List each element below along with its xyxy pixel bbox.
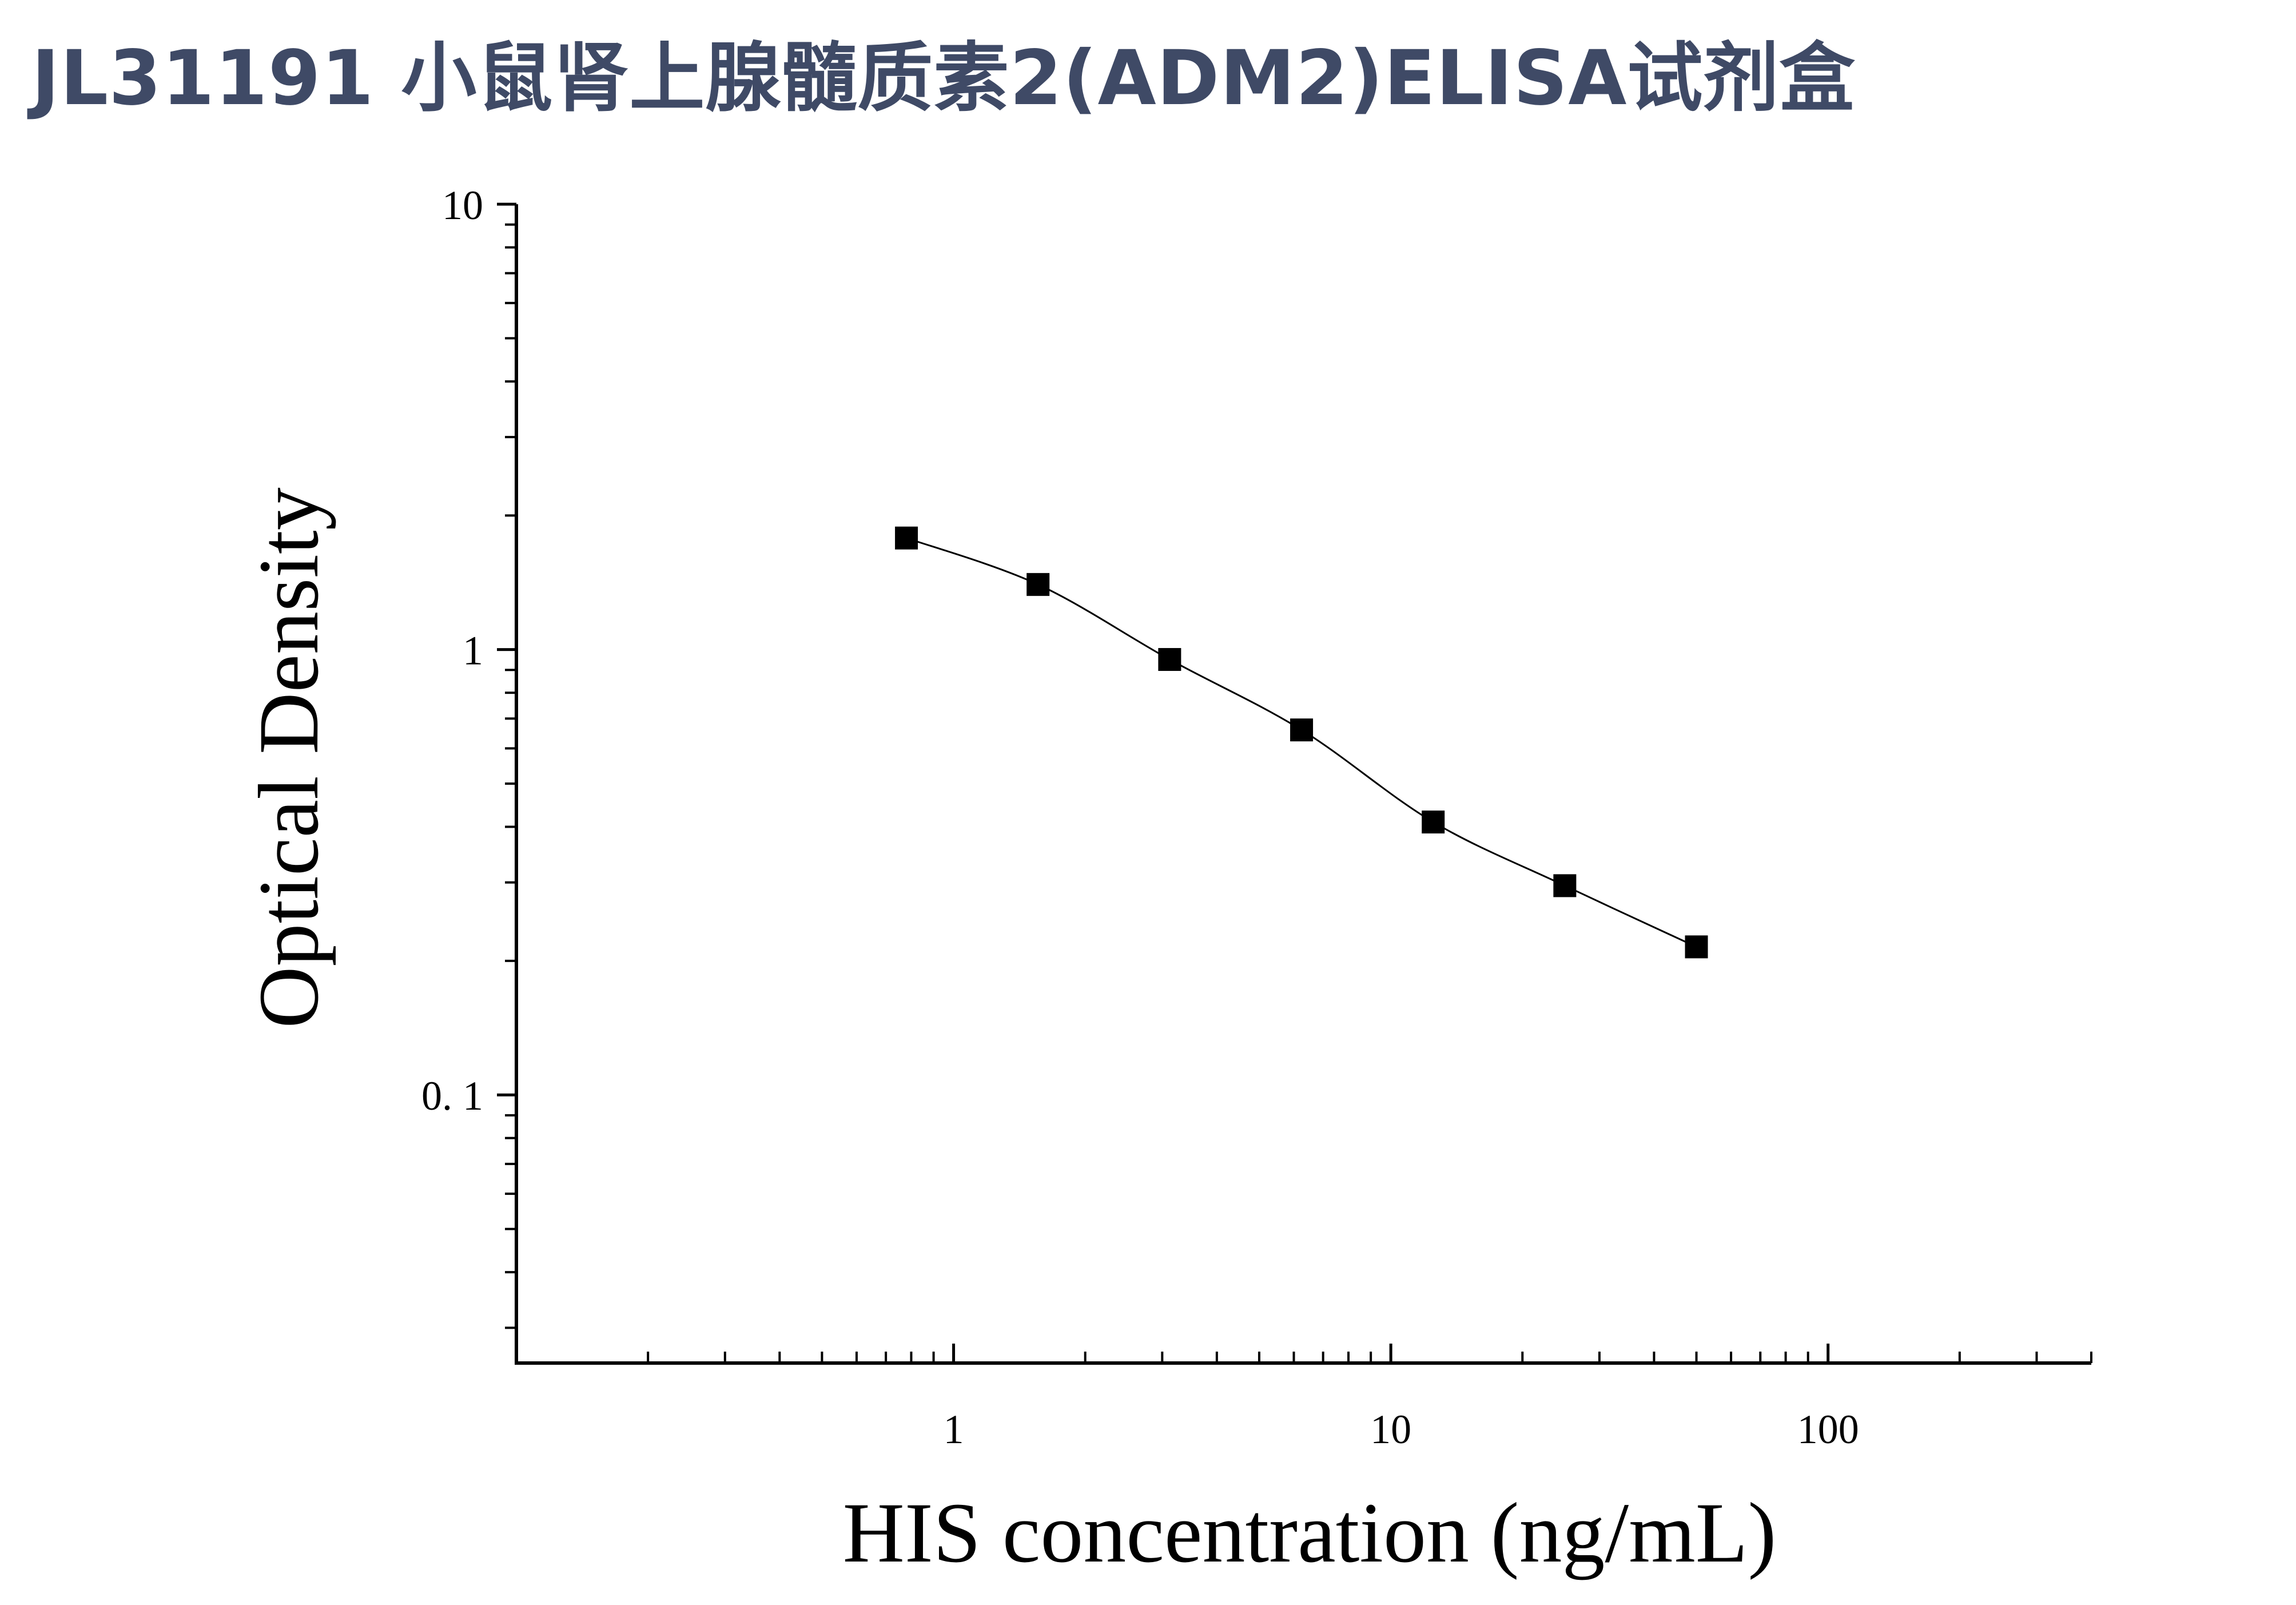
x-tick-label: 10: [1370, 1407, 1411, 1452]
y-tick-label: 0. 1: [421, 1073, 483, 1119]
y-tick-label: 1: [463, 628, 483, 674]
data-point: [1553, 874, 1577, 897]
data-point: [1422, 811, 1445, 834]
x-axis-title: HIS concentration (ng/mL): [843, 1485, 1777, 1580]
data-point: [1290, 718, 1314, 742]
x-tick-label: 1: [944, 1407, 964, 1452]
data-point: [1026, 573, 1050, 596]
y-axis-title: Optical Density: [241, 487, 336, 1028]
fit-curve: [906, 537, 1697, 948]
data-points: [895, 526, 1708, 959]
data-point: [895, 526, 918, 550]
y-ticks: 0. 1 1 10: [421, 182, 516, 1329]
data-point: [1158, 647, 1181, 671]
y-tick-label: 10: [442, 182, 483, 228]
axes: [515, 204, 2091, 1365]
x-tick-label: 100: [1797, 1407, 1859, 1452]
page-title: JL31191 小鼠肾上腺髓质素2(ADM2)ELISA试剂盒: [31, 34, 1856, 122]
data-point: [1685, 935, 1708, 959]
x-ticks: 1 10 100: [515, 1344, 2092, 1452]
